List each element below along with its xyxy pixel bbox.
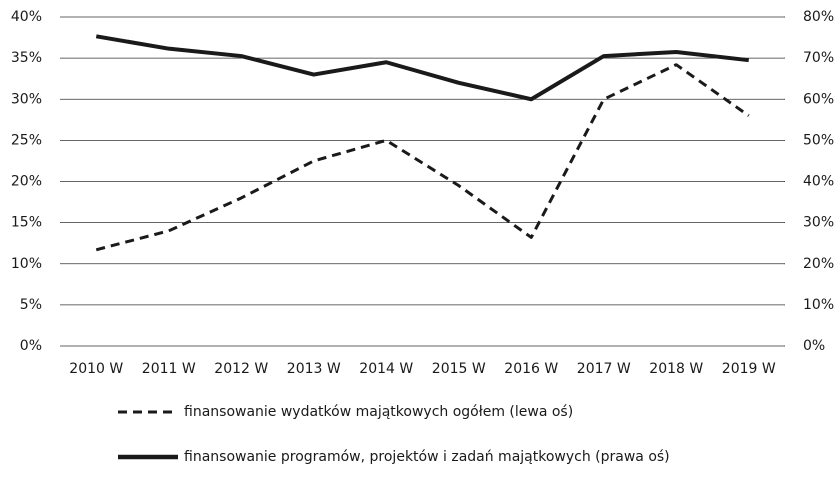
y2-tick-label: 50%	[803, 132, 834, 148]
series-line	[95, 63, 750, 252]
y-tick-label: 20%	[11, 174, 42, 190]
x-tick-label: 2017 W	[577, 361, 631, 377]
y2-tick-label: 30%	[803, 215, 834, 231]
y2-tick-label: 0%	[803, 338, 825, 354]
y2-tick-label: 80%	[803, 9, 834, 25]
y2-tick-label: 40%	[803, 174, 834, 190]
y-tick-label: 30%	[11, 91, 42, 107]
y2-tick-label: 10%	[803, 297, 834, 313]
y-tick-label: 35%	[11, 50, 42, 66]
x-tick-label: 2015 W	[432, 361, 486, 377]
y-tick-label: 10%	[11, 256, 42, 272]
x-tick-label: 2012 W	[214, 361, 268, 377]
x-tick-label: 2014 W	[359, 361, 413, 377]
x-tick-label: 2018 W	[649, 361, 703, 377]
y-tick-label: 5%	[20, 297, 42, 313]
legend-label: finansowanie wydatków majątkowych ogółem…	[184, 404, 573, 420]
y-tick-label: 25%	[11, 132, 42, 148]
legend-label: finansowanie programów, projektów i zada…	[184, 449, 670, 465]
x-tick-label: 2013 W	[287, 361, 341, 377]
series-line	[95, 34, 749, 102]
y-tick-label: 0%	[20, 338, 42, 354]
x-tick-label: 2019 W	[722, 361, 776, 377]
y2-tick-label: 70%	[803, 50, 834, 66]
y2-tick-label: 60%	[803, 91, 834, 107]
x-tick-label: 2010 W	[69, 361, 123, 377]
x-tick-label: 2016 W	[504, 361, 558, 377]
x-tick-label: 2011 W	[142, 361, 196, 377]
y-tick-label: 40%	[11, 9, 42, 25]
y-tick-label: 15%	[11, 215, 42, 231]
y2-tick-label: 20%	[803, 256, 834, 272]
